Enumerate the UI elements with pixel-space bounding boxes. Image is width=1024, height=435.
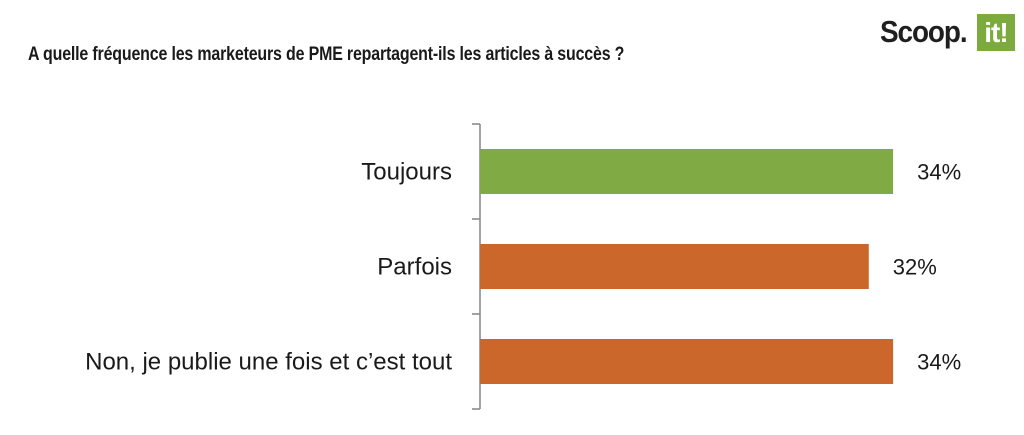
scoopit-logo: Scoop. it! xyxy=(880,12,1015,52)
bar xyxy=(480,339,894,384)
category-label: Non, je publie une fois et c’est tout xyxy=(85,349,452,376)
category-label: Toujours xyxy=(361,159,452,186)
value-label: 32% xyxy=(893,255,937,280)
bar xyxy=(480,244,869,289)
category-axis xyxy=(472,123,481,410)
logo-badge: it! xyxy=(977,14,1015,51)
logo-text: Scoop. xyxy=(880,14,968,49)
value-label: 34% xyxy=(917,350,961,375)
value-label: 34% xyxy=(917,160,961,185)
labels: Toujours 34% Parfois 32% Non, je publie une … xyxy=(85,159,961,376)
category-label: Parfois xyxy=(377,254,452,281)
bars xyxy=(480,149,894,384)
bar xyxy=(480,149,894,194)
chart-title: A quelle fréquence les marketeurs de PME… xyxy=(28,44,625,65)
